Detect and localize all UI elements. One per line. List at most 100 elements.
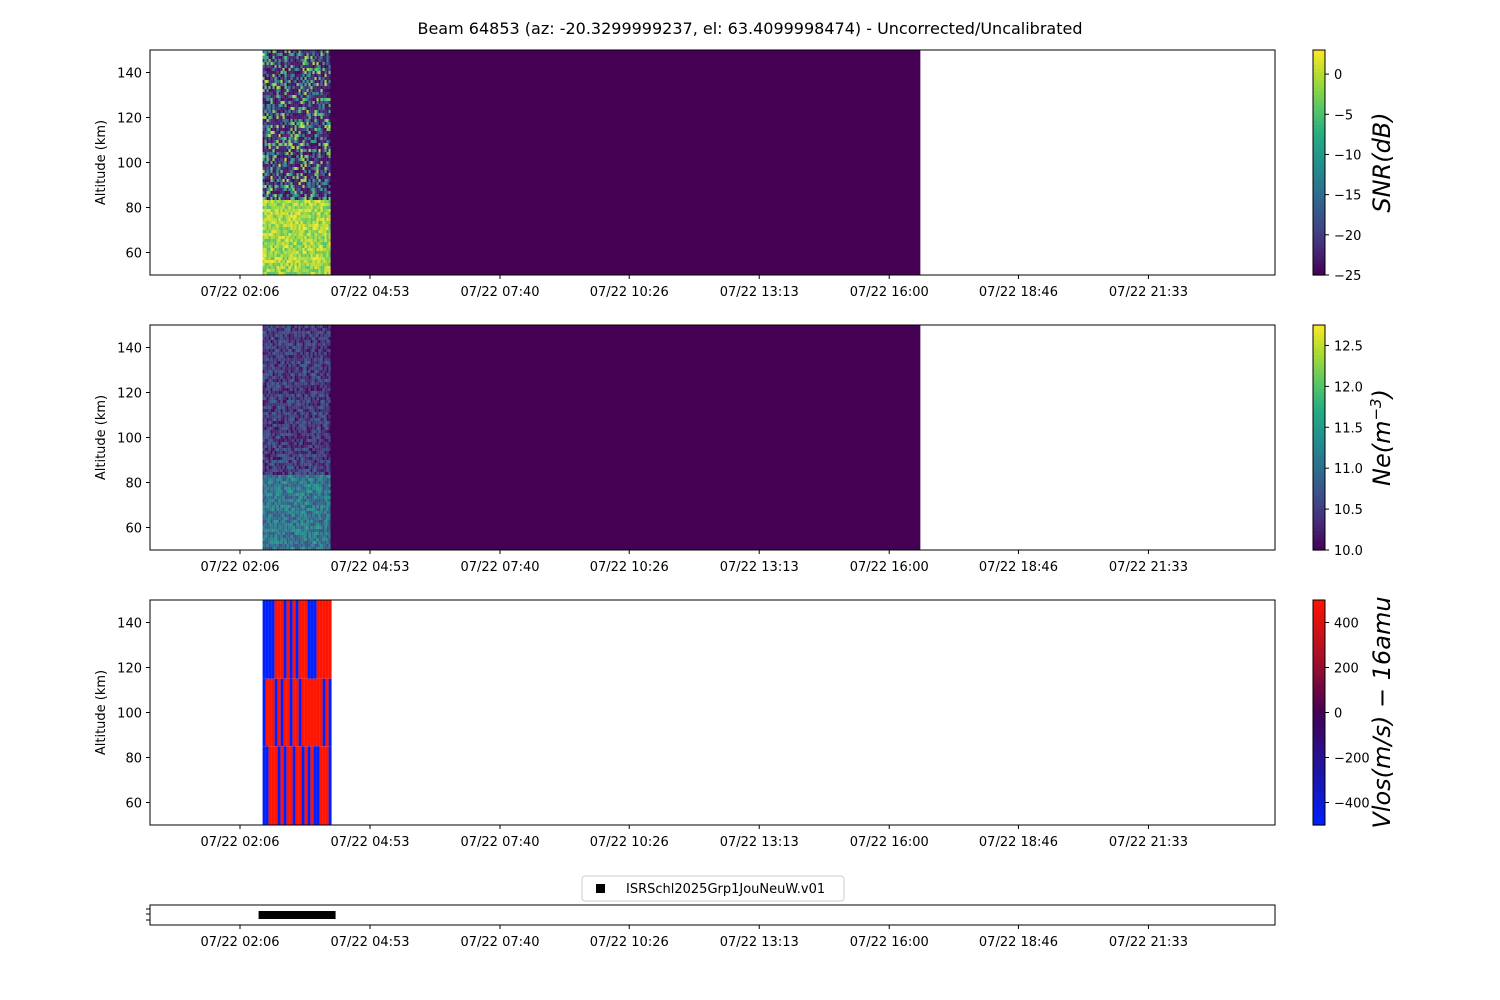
snr-cell	[276, 92, 279, 95]
snr-cell	[284, 209, 287, 212]
snr-cell	[274, 248, 277, 251]
snr-cell	[326, 200, 329, 203]
ne-cell	[308, 523, 311, 526]
ne-cell	[264, 343, 267, 346]
ne-cell	[296, 361, 299, 364]
ne-cell	[264, 352, 267, 355]
snr-cell	[320, 155, 323, 158]
ne-cell	[294, 514, 297, 517]
snr-cell	[278, 269, 281, 272]
snr-cell	[292, 245, 295, 248]
ne-cell	[282, 340, 285, 343]
snr-cell	[296, 257, 299, 260]
snr-cell	[262, 179, 265, 182]
snr-cell	[312, 173, 315, 176]
snr-cell	[304, 218, 307, 221]
ne-cell	[270, 445, 273, 448]
snr-cell	[298, 167, 301, 170]
snr-cell	[266, 119, 269, 122]
snr-cell	[314, 212, 317, 215]
snr-cell	[310, 62, 313, 65]
ne-cell	[298, 451, 301, 454]
snr-cell	[308, 182, 311, 185]
ne-cell	[310, 511, 313, 514]
ne-cell	[274, 385, 277, 388]
ne-cell	[264, 331, 267, 334]
ne-cell	[272, 412, 275, 415]
ne-cell	[272, 397, 275, 400]
ne-cell	[280, 355, 283, 358]
snr-cell	[264, 263, 267, 266]
ne-cell	[302, 418, 305, 421]
snr-cell	[308, 119, 311, 122]
snr-cell	[312, 161, 315, 164]
snr-cell	[284, 68, 287, 71]
snr-cell	[304, 245, 307, 248]
ne-cell	[288, 424, 291, 427]
ne-cell	[286, 478, 289, 481]
snr-cell	[320, 137, 323, 140]
snr-cell	[270, 152, 273, 155]
snr-cell	[300, 152, 303, 155]
snr-cell	[280, 233, 283, 236]
snr-cell	[292, 206, 295, 209]
snr-cell	[324, 197, 327, 200]
ne-cell	[304, 388, 307, 391]
snr-cell	[272, 248, 275, 251]
snr-cell	[262, 86, 265, 89]
snr-cell	[324, 98, 327, 101]
ne-cell	[316, 370, 319, 373]
snr-cell	[314, 149, 317, 152]
snr-cell	[328, 59, 331, 62]
ne-cell	[272, 460, 275, 463]
snr-cell	[294, 131, 297, 134]
snr-cell	[318, 188, 321, 191]
snr-cell	[306, 269, 309, 272]
ne-cell	[278, 520, 281, 523]
snr-cell	[296, 119, 299, 122]
ne-cell	[322, 523, 325, 526]
snr-cell	[316, 104, 319, 107]
ne-cell	[264, 385, 267, 388]
snr-cell	[280, 272, 283, 275]
snr-cell	[264, 170, 267, 173]
snr-cell	[272, 53, 275, 56]
snr-cell	[316, 122, 319, 125]
ne-cell	[308, 535, 311, 538]
snr-cell	[290, 143, 293, 146]
ne-cell	[288, 478, 291, 481]
snr-cell	[308, 218, 311, 221]
ne-cell	[306, 508, 309, 511]
ne-cell	[296, 481, 299, 484]
snr-cell	[280, 194, 283, 197]
snr-cell	[296, 233, 299, 236]
ne-cell	[266, 439, 269, 442]
snr-cell	[268, 110, 271, 113]
snr-colorbar-segment	[1313, 200, 1325, 205]
snr-cell	[266, 89, 269, 92]
snr-cell	[304, 77, 307, 80]
snr-cell	[298, 152, 301, 155]
ne-cell	[268, 520, 271, 523]
snr-x-tick-label: 07/22 07:40	[460, 285, 539, 300]
ne-cell	[316, 541, 319, 544]
snr-cell	[320, 185, 323, 188]
snr-cell	[294, 179, 297, 182]
ne-cell	[312, 397, 315, 400]
ne-cell	[262, 457, 265, 460]
snr-cell	[262, 140, 265, 143]
ne-cell	[304, 505, 307, 508]
snr-cell	[264, 143, 267, 146]
ne-cell	[300, 451, 303, 454]
snr-cell	[284, 251, 287, 254]
ne-cell	[268, 370, 271, 373]
ne-cell	[284, 529, 287, 532]
snr-cell	[304, 122, 307, 125]
ne-cell	[322, 487, 325, 490]
snr-cell	[280, 197, 283, 200]
ne-cell	[272, 424, 275, 427]
ne-cell	[274, 481, 277, 484]
snr-cell	[274, 215, 277, 218]
ne-cell	[318, 328, 321, 331]
snr-cell	[276, 218, 279, 221]
